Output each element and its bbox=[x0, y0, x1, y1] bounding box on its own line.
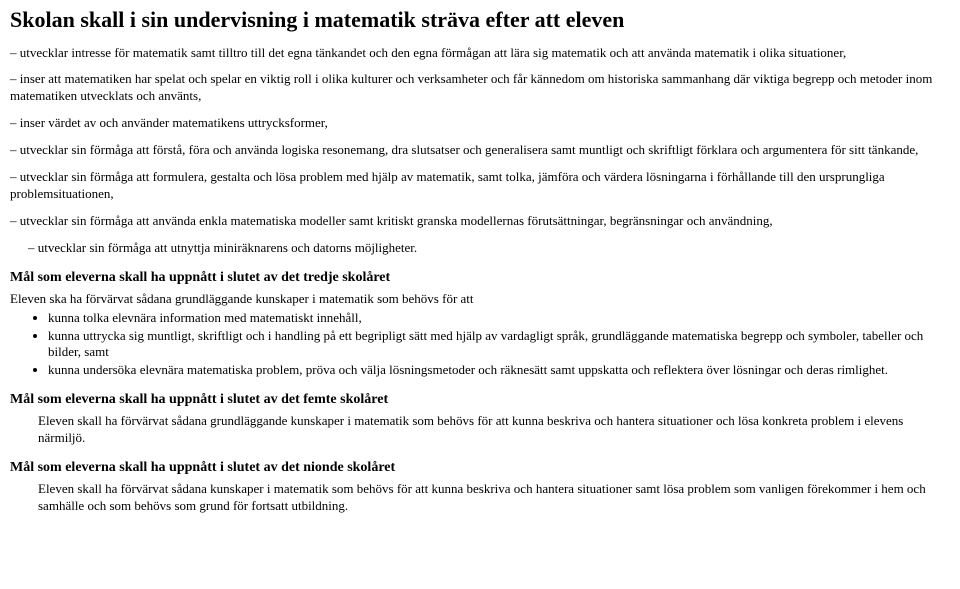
goal-paragraph: – utvecklar sin förmåga att förstå, föra… bbox=[10, 142, 950, 159]
list-item: kunna uttrycka sig muntligt, skriftligt … bbox=[48, 328, 950, 362]
list-item: kunna tolka elevnära information med mat… bbox=[48, 310, 950, 327]
tredje-list: kunna tolka elevnära information med mat… bbox=[10, 310, 950, 380]
goal-paragraph: – inser värdet av och använder matematik… bbox=[10, 115, 950, 132]
femte-text: Eleven skall ha förvärvat sådana grundlä… bbox=[10, 413, 950, 447]
goal-paragraph-indented: – utvecklar sin förmåga att utnyttja min… bbox=[10, 240, 950, 257]
nionde-text: Eleven skall ha förvärvat sådana kunskap… bbox=[10, 481, 950, 515]
goal-paragraph: – utvecklar sin förmåga att använda enkl… bbox=[10, 213, 950, 230]
goal-paragraph: – utvecklar intresse för matematik samt … bbox=[10, 45, 950, 62]
page-title: Skolan skall i sin undervisning i matema… bbox=[10, 6, 950, 35]
heading-tredje: Mål som eleverna skall ha uppnått i slut… bbox=[10, 269, 950, 287]
tredje-intro: Eleven ska ha förvärvat sådana grundlägg… bbox=[10, 291, 950, 308]
heading-femte: Mål som eleverna skall ha uppnått i slut… bbox=[10, 391, 950, 409]
document-page: Skolan skall i sin undervisning i matema… bbox=[0, 0, 960, 533]
list-item: kunna undersöka elevnära matematiska pro… bbox=[48, 362, 950, 379]
goal-paragraph: – utvecklar sin förmåga att formulera, g… bbox=[10, 169, 950, 203]
goal-paragraph: – inser att matematiken har spelat och s… bbox=[10, 71, 950, 105]
heading-nionde: Mål som eleverna skall ha uppnått i slut… bbox=[10, 459, 950, 477]
